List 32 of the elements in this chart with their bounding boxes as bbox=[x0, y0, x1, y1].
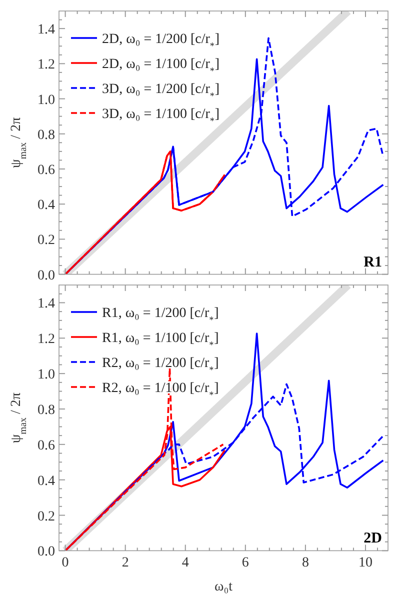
y-tick-label: 1.0 bbox=[38, 92, 55, 108]
annotation: R1 bbox=[364, 254, 382, 270]
y-tick-label: 1.2 bbox=[38, 58, 55, 73]
y-tick-label: 0.0 bbox=[38, 544, 55, 560]
x-tick-label: 6 bbox=[242, 556, 249, 571]
y-tick-label: 0.4 bbox=[38, 198, 55, 214]
y-tick-label: 0.8 bbox=[38, 402, 55, 418]
y-tick-label: 0.6 bbox=[38, 438, 55, 454]
x-tick-label: 10 bbox=[358, 556, 372, 571]
legend-label: R2, ω₀ = 1/200 [c/r$_{*}$] bbox=[102, 356, 219, 376]
x-tick-label: 2 bbox=[122, 556, 129, 571]
annotation: 2D bbox=[364, 530, 382, 547]
y-tick-label: 0.6 bbox=[38, 162, 55, 178]
y-tick-label: 0.2 bbox=[38, 509, 55, 524]
x-tick-label: 4 bbox=[182, 556, 189, 571]
y-tick-label: 1.0 bbox=[38, 368, 55, 383]
legend-label: R1, ω₀ = 1/200 [c/r$_{*}$] bbox=[102, 306, 219, 326]
legend-label: 3D, ω₀ = 1/200 [c/r$_{*}$] bbox=[102, 82, 220, 102]
y-tick-label: 1.4 bbox=[38, 296, 55, 312]
x-tick-label: 0 bbox=[62, 556, 69, 571]
x-axis-title: ω₀t bbox=[214, 580, 233, 595]
x-tick-label: 8 bbox=[302, 556, 309, 571]
y-tick-label: 0.4 bbox=[38, 474, 55, 489]
legend-label: 3D, ω₀ = 1/100 [c/r$_{*}$] bbox=[102, 107, 220, 126]
legend-label: R1, ω₀ = 1/100 [c/r$_{*}$] bbox=[102, 331, 219, 350]
y-tick-label: 1.4 bbox=[38, 22, 55, 38]
legend-label: 2D, ω₀ = 1/100 [c/r$_{*}$] bbox=[102, 57, 220, 76]
y-tick-label: 0.8 bbox=[38, 128, 55, 143]
y-tick-label: 0.0 bbox=[38, 268, 55, 284]
y-tick-label: 0.2 bbox=[38, 233, 55, 248]
legend-label: 2D, ω₀ = 1/200 [c/r$_{*}$] bbox=[102, 32, 220, 52]
y-tick-label: 1.2 bbox=[38, 332, 55, 348]
